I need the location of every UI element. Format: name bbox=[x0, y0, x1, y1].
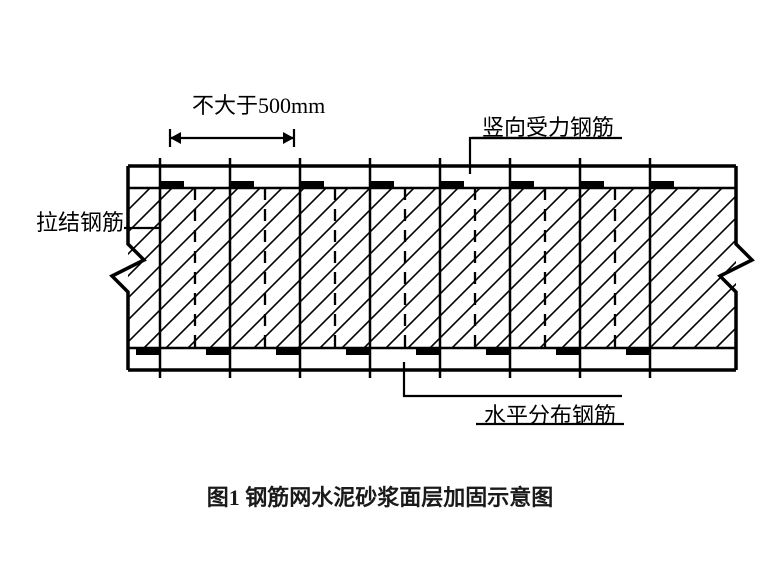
diagram-stage: 图1 钢筋网水泥砂浆面层加固示意图 不大于500mm 竖向受力钢筋 拉结钢筋 水… bbox=[0, 0, 760, 567]
label-dimension: 不大于500mm bbox=[192, 88, 325, 120]
label-tie-rebar: 拉结钢筋 bbox=[36, 205, 124, 237]
label-horizontal-rebar: 水平分布钢筋 bbox=[484, 398, 616, 430]
label-vertical-rebar: 竖向受力钢筋 bbox=[482, 110, 614, 142]
figure-caption: 图1 钢筋网水泥砂浆面层加固示意图 bbox=[0, 480, 760, 512]
